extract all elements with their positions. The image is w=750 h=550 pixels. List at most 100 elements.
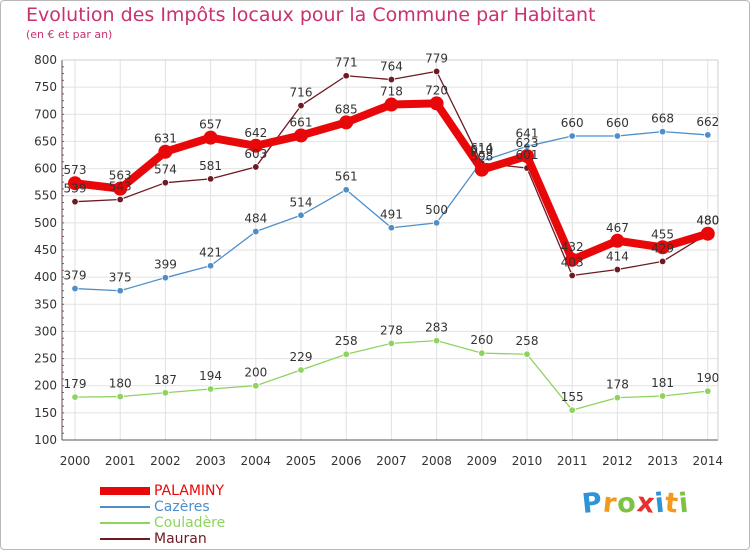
data-point (116, 287, 124, 295)
data-point (658, 127, 667, 136)
data-point (342, 72, 350, 80)
y-tick-label: 150 (34, 406, 57, 420)
legend-label: PALAMINY (154, 483, 225, 499)
data-point (116, 392, 124, 401)
data-label: 603 (244, 147, 267, 161)
data-label: 514 (290, 195, 313, 209)
data-label: 668 (651, 112, 674, 126)
x-tick-label: 2010 (512, 454, 543, 468)
data-label: 623 (516, 136, 539, 150)
data-point (610, 233, 625, 248)
data-point (116, 195, 124, 204)
data-point (158, 144, 173, 159)
x-tick-label: 2002 (150, 454, 181, 468)
data-label: 178 (606, 378, 629, 392)
data-label: 187 (154, 373, 177, 387)
data-point (655, 240, 670, 255)
data-label: 194 (199, 369, 222, 383)
y-tick-label: 350 (34, 297, 57, 311)
data-label: 779 (425, 51, 448, 65)
data-label: 258 (516, 334, 539, 348)
data-label: 610 (470, 143, 493, 157)
data-point (248, 138, 263, 153)
data-point (294, 128, 308, 143)
x-tick-label: 2001 (105, 454, 136, 468)
data-label: 601 (516, 148, 539, 162)
data-label: 539 (64, 182, 87, 196)
y-tick-label: 550 (34, 189, 57, 203)
data-point (339, 115, 354, 130)
data-label: 229 (290, 350, 313, 364)
legend-label: Cazères (154, 499, 210, 515)
y-tick-label: 650 (34, 134, 57, 148)
data-label: 179 (64, 377, 87, 391)
legend-item: PALAMINY (100, 483, 225, 499)
y-tick-label: 250 (34, 352, 57, 366)
data-point (71, 284, 79, 293)
data-label: 375 (109, 271, 132, 285)
data-point (387, 75, 396, 84)
data-label: 642 (244, 126, 267, 140)
data-label: 764 (380, 60, 403, 74)
data-label: 563 (109, 169, 132, 183)
data-point (113, 181, 128, 196)
data-label: 484 (244, 212, 267, 226)
data-label: 190 (696, 371, 719, 385)
data-label: 598 (470, 150, 493, 164)
data-point (252, 227, 260, 236)
data-point (568, 271, 576, 280)
data-label: 500 (425, 203, 448, 217)
data-point (704, 131, 712, 139)
data-label: 657 (199, 118, 222, 132)
y-tick-label: 700 (34, 107, 57, 121)
data-point (161, 389, 170, 397)
data-label: 399 (154, 258, 177, 272)
chart-subtitle: (en € et par an) (26, 28, 113, 41)
data-point (520, 149, 534, 164)
data-point (342, 186, 350, 194)
y-tick-label: 600 (34, 162, 57, 176)
data-point (206, 385, 215, 393)
data-point (68, 176, 82, 191)
data-point (387, 224, 396, 232)
data-label: 180 (109, 377, 132, 391)
data-label: 379 (64, 269, 87, 283)
x-tick-label: 2006 (331, 454, 362, 468)
data-point (432, 336, 441, 345)
data-point (342, 350, 350, 358)
data-point (387, 339, 396, 348)
data-point (432, 67, 441, 76)
logo-letter: i (677, 487, 692, 520)
data-label: 432 (561, 240, 584, 254)
x-tick-label: 2012 (602, 454, 633, 468)
data-label: 421 (199, 246, 222, 260)
data-point (613, 132, 622, 140)
x-tick-label: 2009 (467, 454, 498, 468)
x-tick-label: 2014 (693, 454, 724, 468)
data-label: 181 (651, 376, 674, 390)
data-label: 661 (290, 115, 313, 129)
data-label: 685 (335, 102, 358, 116)
y-tick-label: 800 (34, 53, 57, 67)
legend-swatch (100, 506, 150, 508)
data-point (252, 382, 260, 390)
data-label: 283 (425, 321, 448, 335)
data-point (161, 178, 170, 187)
data-point (71, 197, 79, 206)
y-tick-label: 500 (34, 216, 57, 230)
data-point (206, 175, 215, 183)
y-tick-label: 100 (34, 433, 57, 447)
data-label: 480 (696, 214, 719, 228)
data-label: 155 (561, 390, 584, 404)
data-label: 771 (335, 56, 358, 70)
data-label: 480 (696, 214, 719, 228)
data-point (568, 406, 576, 414)
data-label: 260 (470, 333, 493, 347)
legend-item: Mauran (100, 531, 225, 547)
data-label: 716 (290, 86, 313, 100)
data-label: 660 (561, 116, 584, 130)
chart-title: Evolution des Impôts locaux pour la Comm… (26, 4, 596, 26)
legend-swatch (100, 538, 150, 540)
x-tick-label: 2007 (376, 454, 407, 468)
data-label: 574 (154, 163, 177, 177)
